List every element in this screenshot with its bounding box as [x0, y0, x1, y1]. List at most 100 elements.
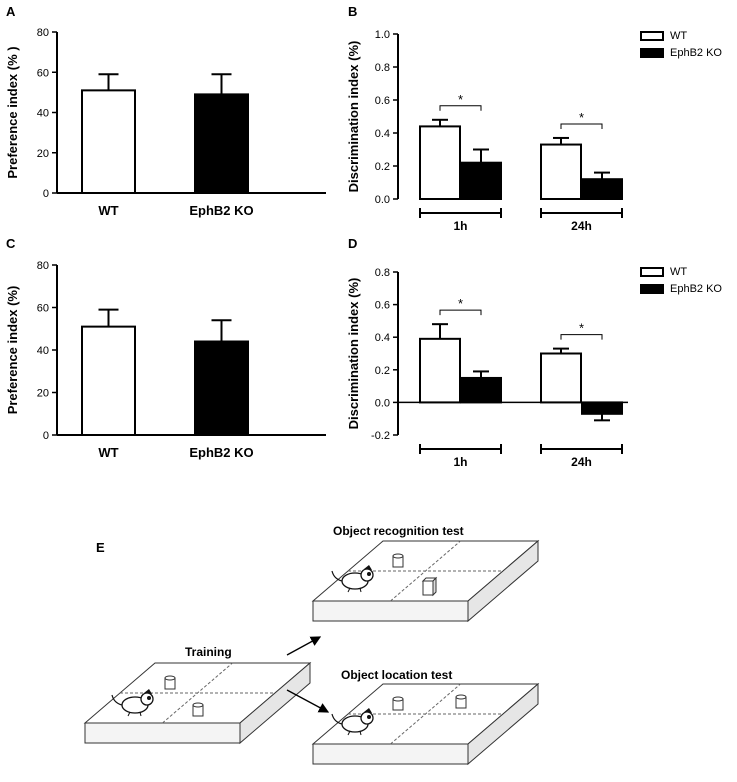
panel-b-y-tick-label: 0.4: [375, 128, 390, 140]
panel-c-y-tick-label: 80: [37, 260, 49, 272]
panel-b-bar: [540, 143, 582, 201]
training-label: Training: [185, 645, 232, 659]
panel-c-bar: [81, 325, 136, 436]
panel-b-significance-bracket: [439, 105, 482, 111]
panel-c-y-tick-label: 0: [43, 430, 49, 442]
panel-d-bar: [419, 337, 461, 404]
legend-swatch-wt: [640, 30, 664, 41]
recognition-mouse-icon-tail: [331, 570, 343, 582]
panel-b-y-axis-label: Discrimination index (%): [346, 41, 361, 193]
panel-d-significance-bracket: [439, 309, 482, 316]
panel-c-y-tick-label: 40: [37, 345, 49, 357]
board-recognition: [311, 539, 540, 623]
legend-item-ko: EphB2 KO: [640, 44, 722, 61]
location-object-cylinder-moved-top: [455, 694, 467, 700]
panel-b-group-label: 24h: [571, 219, 592, 233]
panel-d-significance-marker: *: [579, 321, 584, 336]
board-location: [311, 682, 540, 766]
panel-b-y-tick-label: 0.8: [375, 62, 390, 74]
panel-c-x-tick-label: WT: [98, 445, 118, 460]
location-mouse-icon-leg: [347, 730, 351, 736]
recognition-mouse-icon-ear: [364, 565, 372, 570]
panel-d-bar: [460, 376, 502, 404]
panel-letter-d: D: [348, 236, 358, 251]
object-recognition-label: Object recognition test: [333, 524, 464, 538]
panel-d-y-tick-label: 0.0: [375, 397, 390, 409]
panel-b-significance-bracket: [560, 123, 603, 129]
training-mouse-icon-ear: [144, 689, 152, 694]
board-training-side: [239, 661, 311, 745]
panel-b-y-tick-label: 1.0: [375, 29, 390, 41]
panel-d-group-label: 24h: [571, 455, 592, 469]
panel-d-y-tick-label: 0.6: [375, 300, 390, 312]
panel-a-y-tick-label: 80: [37, 27, 49, 39]
arrow-to-location: [286, 689, 330, 713]
panel-c-y-axis-label: Preference index (%): [5, 286, 20, 415]
legend-swatch-ko: [640, 283, 664, 294]
panel-letter-a: A: [6, 4, 16, 19]
recognition-object-cylinder-top: [392, 553, 404, 559]
legend-label-ko: EphB2 KO: [670, 46, 722, 59]
legend-item-wt: WT: [640, 263, 722, 280]
panel-a-x-tick-label: EphB2 KO: [189, 203, 253, 218]
location-mouse-icon-leg: [359, 730, 362, 736]
panel-d-y-axis-label: Discrimination index (%): [346, 278, 361, 430]
training-mouse-icon-tail: [111, 694, 123, 706]
panel-d-y-tick-label: -0.2: [371, 430, 390, 442]
legend-item-wt: WT: [640, 27, 722, 44]
panel-d-bar: [540, 352, 582, 404]
panel-b-significance-marker: *: [458, 92, 463, 107]
panel-d-significance-marker: *: [458, 296, 463, 311]
panel-b-y-tick-label: 0.6: [375, 95, 390, 107]
recognition-object-novel: [422, 580, 434, 596]
panel-c-bar: [194, 340, 249, 436]
legend-swatch-wt: [640, 266, 664, 277]
panel-c-y-tick-label: 60: [37, 303, 49, 315]
panel-d-significance-bracket: [560, 334, 603, 340]
board-training-divider-v: [162, 662, 233, 724]
board-recognition-divider-v: [390, 540, 461, 602]
recognition-mouse-icon-leg: [359, 587, 362, 593]
location-mouse-icon-eye: [367, 715, 371, 719]
panel-b-bar: [419, 125, 461, 200]
panel-letter-e: E: [96, 540, 105, 555]
recognition-mouse-icon: [331, 565, 374, 593]
recognition-object-novel-side: [432, 576, 437, 597]
board-training: [83, 661, 312, 745]
legend-swatch-ko: [640, 47, 664, 58]
board-location-side: [467, 682, 539, 766]
training-mouse-icon: [111, 689, 154, 717]
legend-label-ko: EphB2 KO: [670, 282, 722, 295]
panel-a-y-tick-label: 60: [37, 67, 49, 79]
board-training-front: [84, 722, 241, 744]
panel-a-y-tick-label: 40: [37, 108, 49, 120]
training-object-cylinder-top: [164, 675, 176, 681]
panel-a-x-tick-label: WT: [98, 203, 118, 218]
panel-letter-b: B: [348, 4, 358, 19]
training-mouse-icon-leg: [139, 711, 142, 717]
training-mouse-icon-leg: [127, 711, 131, 717]
panel-a-bar: [194, 93, 249, 194]
arrow-to-recognition: [286, 636, 322, 656]
panel-d-group-label: 1h: [453, 455, 467, 469]
panel-c-x-tick-label: EphB2 KO: [189, 445, 253, 460]
object-location-label: Object location test: [341, 668, 453, 682]
panel-a-y-axis-label: Preference index (% ): [5, 46, 20, 178]
panel-c-y-tick-label: 20: [37, 388, 49, 400]
legend-d: WT EphB2 KO: [640, 263, 722, 297]
training-mouse-icon-head: [140, 692, 154, 706]
panel-a-y-tick-label: 0: [43, 188, 49, 200]
training-object-cylinder-top: [192, 702, 204, 708]
board-recognition-front: [312, 600, 469, 622]
panel-b-bar: [460, 161, 502, 200]
recognition-mouse-icon-leg: [347, 587, 351, 593]
legend-label-wt: WT: [670, 265, 688, 278]
panel-b-y-tick-label: 0.0: [375, 194, 390, 206]
location-mouse-icon-ear: [364, 708, 372, 713]
panel-d-bar: [581, 401, 623, 415]
location-mouse-icon-tail: [331, 713, 343, 725]
panel-b-y-tick-label: 0.2: [375, 161, 390, 173]
legend-b: WT EphB2 KO: [640, 27, 722, 61]
